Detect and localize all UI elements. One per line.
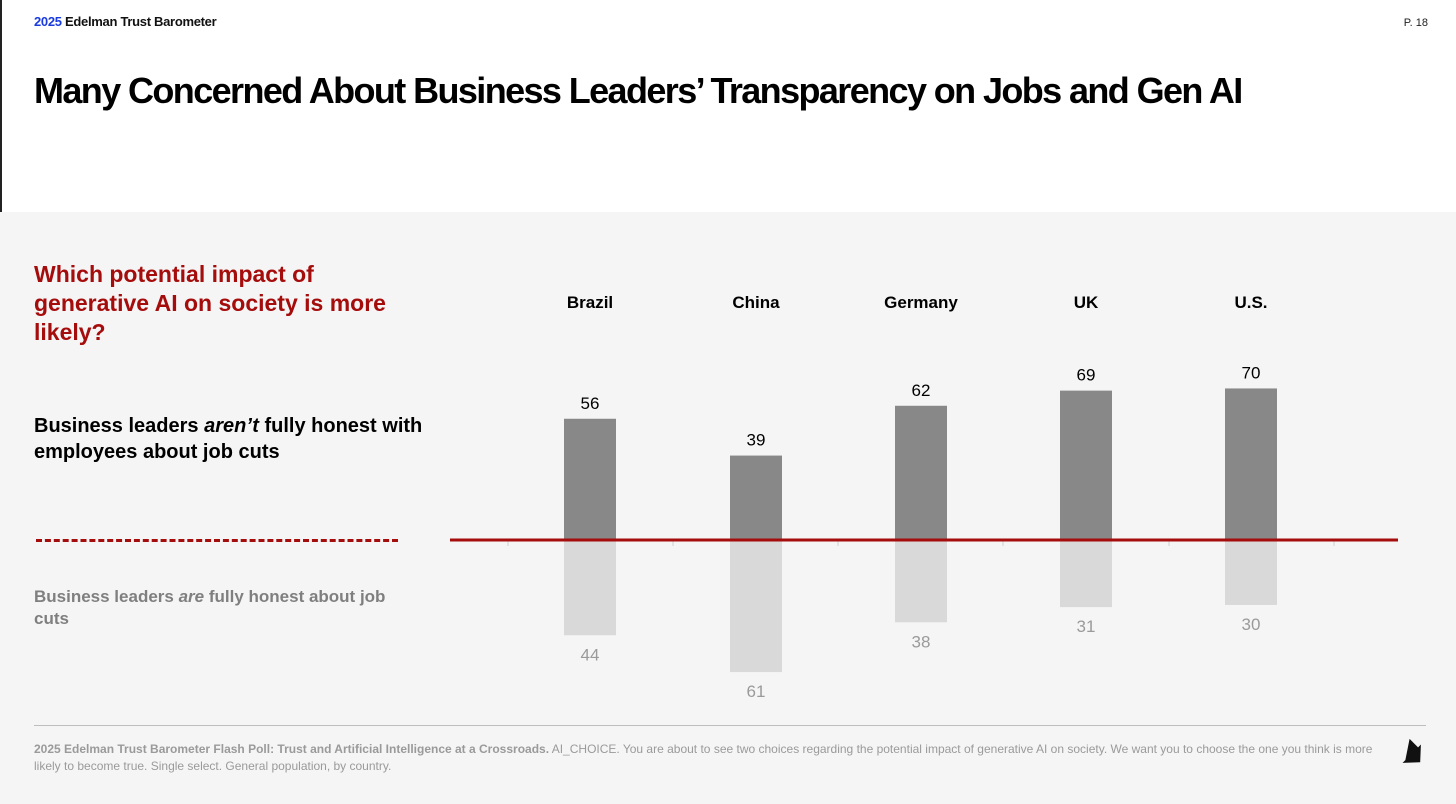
category-label-china: China [732, 293, 780, 312]
source-description: AI_CHOICE. You are about to see two choi… [34, 742, 1373, 773]
bar-top-china [730, 455, 782, 540]
value-top-uk: 69 [1077, 366, 1096, 385]
page-number: P. 18 [1403, 17, 1428, 29]
category-label-us: U.S. [1234, 293, 1267, 312]
bar-bottom-brazil [564, 540, 616, 636]
bar-top-germany [895, 405, 947, 540]
value-top-germany: 62 [912, 381, 931, 400]
bar-top-uk [1060, 390, 1112, 540]
brand-logo: 2025 Edelman Trust Barometer [34, 14, 217, 29]
bar-top-us [1225, 388, 1277, 540]
category-label-uk: UK [1074, 293, 1099, 312]
brand-year: 2025 [34, 14, 62, 29]
legend-bottom-emphasis: are [178, 587, 205, 606]
legend-top-label: Business leaders aren’t fully honest wit… [34, 413, 424, 465]
value-bottom-china: 61 [747, 682, 766, 701]
bar-bottom-uk [1060, 540, 1112, 608]
bar-bottom-china [730, 540, 782, 673]
brand-name: Edelman Trust Barometer [65, 14, 217, 29]
legend-bottom-pre: Business leaders [34, 587, 179, 606]
content-panel [0, 212, 1456, 804]
legend-bottom-label: Business leaders are fully honest about … [34, 586, 404, 630]
value-bottom-germany: 38 [912, 632, 931, 651]
value-top-us: 70 [1242, 363, 1261, 382]
value-top-china: 39 [747, 431, 766, 450]
value-top-brazil: 56 [581, 394, 600, 413]
page-title: Many Concerned About Business Leaders’ T… [34, 70, 1243, 111]
source-footnote: 2025 Edelman Trust Barometer Flash Poll:… [34, 741, 1374, 775]
legend-divider [36, 539, 398, 542]
footer-divider [34, 725, 1426, 726]
legend-top-pre: Business leaders [34, 415, 205, 437]
diverging-bar-chart: Brazil 56 44 China 39 61 Germany 62 38 UK 69 31 U.S.… [450, 293, 1398, 701]
value-bottom-uk: 31 [1077, 617, 1096, 636]
legend-bottom-post: fully honest about job cuts [34, 587, 386, 628]
bar-bottom-us [1225, 540, 1277, 605]
source-title: 2025 Edelman Trust Barometer Flash Poll:… [34, 742, 550, 756]
legend-top-post: fully honest with employees about job cu… [34, 415, 423, 463]
value-bottom-us: 30 [1242, 615, 1261, 634]
value-bottom-brazil: 44 [581, 645, 600, 664]
arrow-down-right-icon[interactable] [1396, 738, 1426, 768]
bar-bottom-germany [895, 540, 947, 623]
question-text: Which potential impact of generative AI … [34, 261, 386, 345]
bar-top-brazil [564, 418, 616, 540]
legend-top-emphasis: aren’t [204, 415, 259, 437]
category-label-germany: Germany [884, 293, 958, 312]
category-label-brazil: Brazil [567, 293, 613, 312]
